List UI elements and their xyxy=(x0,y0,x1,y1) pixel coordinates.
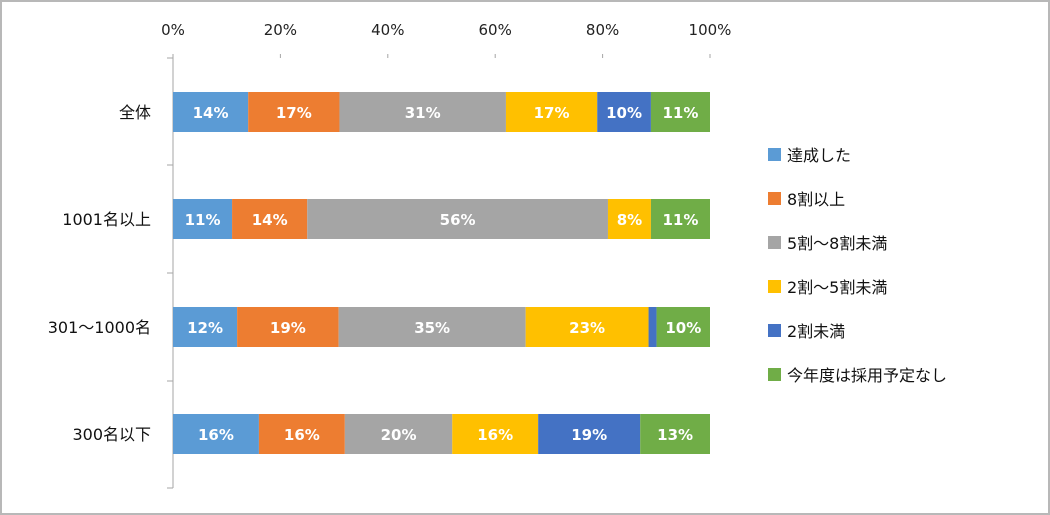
bar-segment xyxy=(232,199,308,239)
bar-segment xyxy=(452,414,539,454)
x-tick-label: 40% xyxy=(371,21,404,39)
bar-segment xyxy=(173,307,238,347)
category-label: 301～1000名 xyxy=(48,318,151,337)
data-label: 11% xyxy=(663,211,699,229)
data-label: 16% xyxy=(477,426,513,444)
legend-item: 今年度は採用予定なし xyxy=(768,352,1038,396)
data-label: 23% xyxy=(569,319,605,337)
bar-segment xyxy=(248,92,340,132)
legend-label: 8割以上 xyxy=(787,190,846,209)
bar-segment xyxy=(525,307,649,347)
legend-swatch xyxy=(768,191,781,205)
data-label: 19% xyxy=(571,426,607,444)
bar-segment xyxy=(650,199,710,239)
data-label: 14% xyxy=(252,211,288,229)
category-label: 全体 xyxy=(119,103,151,122)
legend-item: 2割～5割未満 xyxy=(768,264,1038,308)
data-label: 16% xyxy=(198,426,234,444)
x-tick-label: 100% xyxy=(689,21,732,39)
x-tick-label: 20% xyxy=(264,21,297,39)
bar-segment xyxy=(648,307,657,347)
bar-segment xyxy=(538,414,641,454)
bar-segment xyxy=(339,92,506,132)
data-label: 12% xyxy=(187,319,223,337)
x-tick-label: 80% xyxy=(586,21,619,39)
legend-swatch xyxy=(768,279,781,293)
legend-item: 5割～8割未満 xyxy=(768,220,1038,264)
legend-label: 今年度は採用予定なし xyxy=(787,366,948,385)
data-label: 13% xyxy=(657,426,693,444)
legend-swatch xyxy=(768,323,781,337)
bar-segment xyxy=(338,307,526,347)
legend-item: 8割以上 xyxy=(768,176,1038,220)
data-label: 11% xyxy=(663,104,699,122)
bar-segment xyxy=(173,199,233,239)
x-tick-label: 60% xyxy=(479,21,512,39)
bar-segment xyxy=(173,414,259,454)
bar-segment xyxy=(505,92,598,132)
data-label: 31% xyxy=(405,104,441,122)
legend-item: 2割未満 xyxy=(768,308,1038,352)
data-label: 16% xyxy=(284,426,320,444)
bar-segment xyxy=(344,414,453,454)
bar-segment xyxy=(173,92,249,132)
data-label: 19% xyxy=(270,319,306,337)
data-label: 10% xyxy=(606,104,642,122)
data-label: 11% xyxy=(185,211,221,229)
bar-segment xyxy=(307,199,608,239)
legend-label: 2割未満 xyxy=(787,322,846,341)
bar-segment xyxy=(258,414,345,454)
x-tick-label: 0% xyxy=(161,21,185,39)
data-label: 56% xyxy=(440,211,476,229)
legend: 達成した 8割以上 5割～8割未満 2割～5割未満 2割未満今年度は採用予定なし xyxy=(768,132,1038,396)
bar-segment xyxy=(656,307,710,347)
data-label: 17% xyxy=(276,104,312,122)
legend-swatch xyxy=(768,147,781,161)
bar-segment xyxy=(597,92,651,132)
bar-segment xyxy=(237,307,339,347)
data-label: 17% xyxy=(534,104,570,122)
legend-label: 達成した xyxy=(787,146,852,165)
bar-segment xyxy=(607,199,651,239)
legend-label: 2割～5割未満 xyxy=(787,278,888,297)
bar-segment xyxy=(640,414,710,454)
legend-swatch xyxy=(768,367,781,381)
legend-item: 達成した xyxy=(768,132,1038,176)
legend-label: 5割～8割未満 xyxy=(787,234,888,253)
data-label: 8% xyxy=(617,211,642,229)
legend-swatch xyxy=(768,235,781,249)
data-label: 14% xyxy=(193,104,229,122)
category-label: 1001名以上 xyxy=(62,210,151,229)
data-label: 10% xyxy=(665,319,701,337)
bar-segment xyxy=(650,92,710,132)
data-label: 20% xyxy=(381,426,417,444)
category-label: 300名以下 xyxy=(72,425,151,444)
data-label: 35% xyxy=(414,319,450,337)
